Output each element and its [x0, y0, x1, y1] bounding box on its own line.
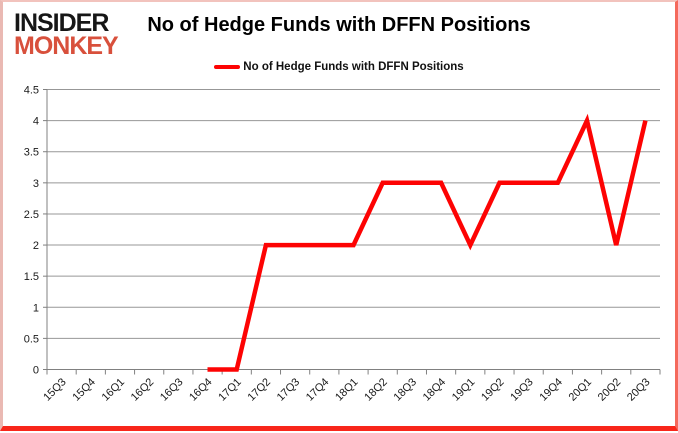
y-tick-label: 3.5 — [24, 147, 39, 159]
chart-series — [207, 113, 648, 372]
hedge-funds-line-chart: 0 0.5 1 1.5 2 2.5 3 3.5 4 4.5 15Q3 15Q4 16Q1 16Q2 16Q3… — [24, 85, 661, 404]
x-tick-label: 19Q3 — [508, 376, 536, 404]
y-tick-label: 0.5 — [24, 333, 39, 345]
x-tick-label: 20Q3 — [625, 376, 653, 404]
x-tick-label: 18Q4 — [421, 376, 449, 404]
series-line — [207, 113, 648, 372]
x-tick-label: 18Q2 — [362, 376, 390, 404]
logo-text-monkey: MONKEY — [14, 32, 119, 60]
y-tick-label: 2 — [33, 240, 39, 252]
insider-monkey-logo: INSIDER MONKEY — [14, 9, 119, 60]
x-tick-label: 16Q1 — [100, 376, 128, 404]
y-tick-label: 4 — [33, 116, 39, 128]
logo-text-insider: INSIDER — [14, 9, 109, 37]
y-tick-label: 2.5 — [24, 209, 39, 221]
x-tick-label: 16Q2 — [129, 376, 157, 404]
x-tick-label: 20Q1 — [567, 376, 595, 404]
x-tick-label: 17Q4 — [304, 376, 332, 404]
x-tick-label: 17Q1 — [216, 376, 244, 404]
chart-title: No of Hedge Funds with DFFN Positions — [147, 14, 531, 36]
x-tick-label: 15Q4 — [70, 376, 98, 404]
x-tick-label: 18Q1 — [333, 376, 361, 404]
x-tick-label: 17Q3 — [275, 376, 303, 404]
chart-legend: No of Hedge Funds with DFFN Positions — [3, 61, 675, 73]
x-tick-label: 16Q3 — [158, 376, 186, 404]
x-tick-label: 17Q2 — [245, 376, 273, 404]
x-tick-label: 19Q4 — [537, 376, 565, 404]
x-tick-label: 19Q2 — [479, 376, 507, 404]
y-tick-label: 1.5 — [24, 271, 39, 283]
legend-label: No of Hedge Funds with DFFN Positions — [243, 61, 464, 73]
y-tick-label: 4.5 — [24, 85, 39, 97]
x-tick-label: 20Q2 — [596, 376, 624, 404]
x-tick-label: 18Q3 — [391, 376, 419, 404]
y-tick-label: 3 — [33, 178, 39, 190]
y-tick-label: 1 — [33, 302, 39, 314]
x-tick-label: 16Q4 — [187, 376, 215, 404]
y-tick-label: 0 — [33, 365, 39, 377]
x-tick-label: 15Q3 — [41, 376, 69, 404]
x-tick-label: 19Q1 — [450, 376, 478, 404]
legend-line-swatch — [214, 65, 241, 69]
